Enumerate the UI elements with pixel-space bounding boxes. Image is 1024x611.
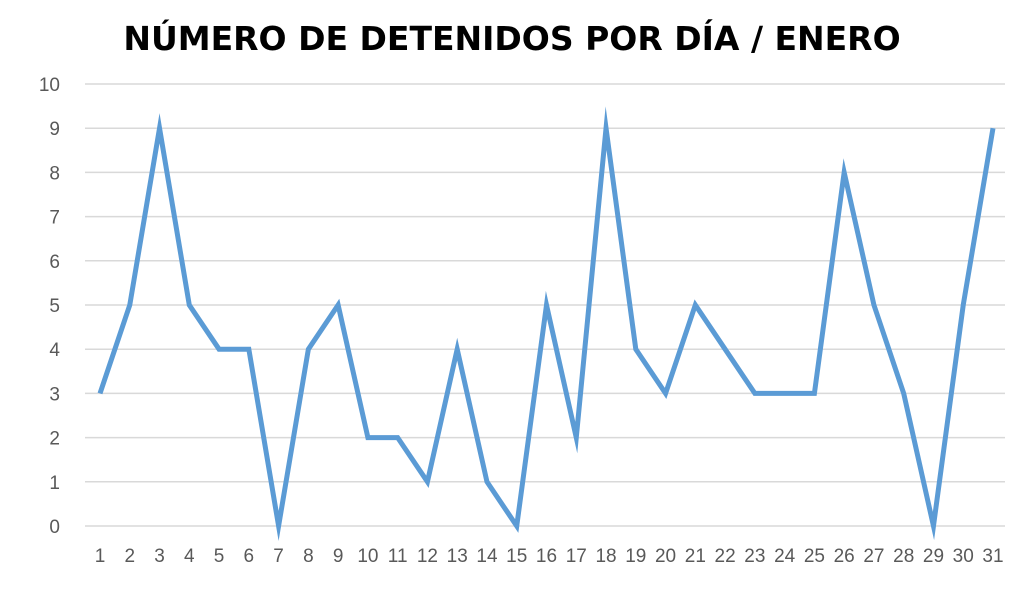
x-tick-label: 10 <box>357 546 378 567</box>
x-tick-label: 30 <box>953 546 974 567</box>
y-tick-label: 1 <box>49 473 60 494</box>
x-tick-label: 23 <box>744 546 765 567</box>
x-tick-label: 5 <box>214 546 225 567</box>
x-tick-label: 19 <box>625 546 646 567</box>
y-tick-label: 8 <box>49 163 60 184</box>
x-tick-label: 25 <box>804 546 825 567</box>
x-tick-label: 29 <box>923 546 944 567</box>
y-tick-label: 4 <box>49 340 60 361</box>
x-tick-label: 18 <box>595 546 616 567</box>
y-tick-label: 0 <box>49 517 60 538</box>
y-tick-label: 5 <box>49 296 60 317</box>
y-tick-label: 9 <box>49 119 60 140</box>
x-tick-label: 4 <box>184 546 195 567</box>
y-tick-label: 10 <box>39 75 60 96</box>
y-tick-label: 6 <box>49 252 60 273</box>
x-tick-label: 8 <box>303 546 314 567</box>
x-tick-label: 14 <box>476 546 498 567</box>
y-tick-label: 3 <box>49 384 60 405</box>
x-tick-label: 17 <box>566 546 587 567</box>
x-tick-label: 15 <box>506 546 527 567</box>
x-tick-label: 28 <box>893 546 914 567</box>
x-axis-ticks: 1 2 3 4 5 6 7 8 9 10 11 12 13 14 15 16 17 18 19 20 21 22 23 24 2… <box>95 546 1004 567</box>
x-tick-label: 21 <box>685 546 706 567</box>
y-tick-label: 7 <box>49 208 60 229</box>
series-layer <box>97 106 996 542</box>
y-tick-label: 2 <box>49 429 60 450</box>
x-tick-label: 6 <box>244 546 255 567</box>
x-tick-label: 24 <box>774 546 796 567</box>
x-tick-label: 9 <box>333 546 344 567</box>
x-tick-label: 31 <box>982 546 1003 567</box>
x-tick-label: 11 <box>388 546 408 567</box>
chart-title: NÚMERO DE DETENIDOS POR DÍA / ENERO <box>123 18 900 58</box>
x-tick-label: 1 <box>95 546 106 567</box>
x-tick-label: 20 <box>655 546 676 567</box>
x-tick-label: 13 <box>447 546 468 567</box>
x-tick-label: 3 <box>154 546 165 567</box>
series-line-0 <box>97 106 996 542</box>
x-tick-label: 7 <box>273 546 284 567</box>
x-tick-label: 2 <box>124 546 135 567</box>
x-tick-label: 26 <box>834 546 855 567</box>
x-tick-label: 22 <box>715 546 736 567</box>
x-tick-label: 16 <box>536 546 557 567</box>
x-tick-label: 27 <box>863 546 884 567</box>
x-tick-label: 12 <box>417 546 438 567</box>
y-axis-ticks: 0 1 2 3 4 5 6 7 8 9 10 <box>39 75 61 538</box>
